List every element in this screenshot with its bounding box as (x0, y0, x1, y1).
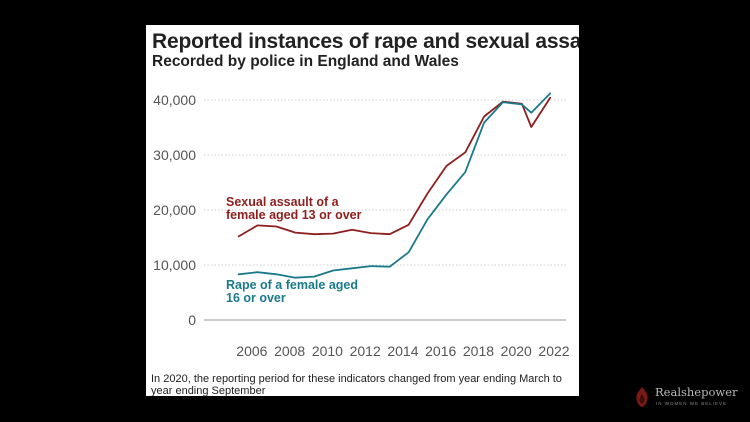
x-tick-label: 2014 (387, 343, 418, 359)
x-tick-label: 2012 (350, 343, 381, 359)
x-tick-label: 2022 (538, 343, 569, 359)
x-tick-label: 2018 (463, 343, 494, 359)
watermark-name: Realshepower (655, 385, 738, 399)
chart-title: Reported instances of rape and sexual as… (152, 30, 579, 53)
watermark-tagline: IN WOMEN WE BELIEVE (656, 401, 728, 406)
x-tick-label: 2020 (501, 343, 532, 359)
x-tick-label: 2016 (425, 343, 456, 359)
chart-card: Reported instances of rape and sexual as… (146, 25, 579, 396)
y-tick-label: 0 (188, 312, 196, 328)
chart-subtitle: Recorded by police in England and Wales (152, 53, 459, 70)
y-tick-label: 30,000 (153, 147, 196, 163)
x-tick-label: 2006 (236, 343, 267, 359)
y-tick-label: 20,000 (153, 202, 196, 218)
x-tick-label: 2010 (312, 343, 343, 359)
realshepower-watermark: Realshepower IN WOMEN WE BELIEVE (634, 383, 744, 413)
series-label-rape: Rape of a female aged 16 or over (226, 278, 358, 305)
series-line-rape (237, 92, 552, 279)
chart-footnote: In 2020, the reporting period for these … (151, 373, 562, 396)
y-tick-label: 40,000 (153, 92, 196, 108)
y-tick-label: 10,000 (153, 257, 196, 273)
series-label-sexual-assault: Sexual assault of a female aged 13 or ove… (226, 195, 362, 222)
flame-logo-icon (636, 387, 648, 407)
x-tick-label: 2008 (274, 343, 305, 359)
line-chart: 0 10,000 20,000 30,000 40,000 2006 2008 2010 201… (153, 92, 570, 359)
